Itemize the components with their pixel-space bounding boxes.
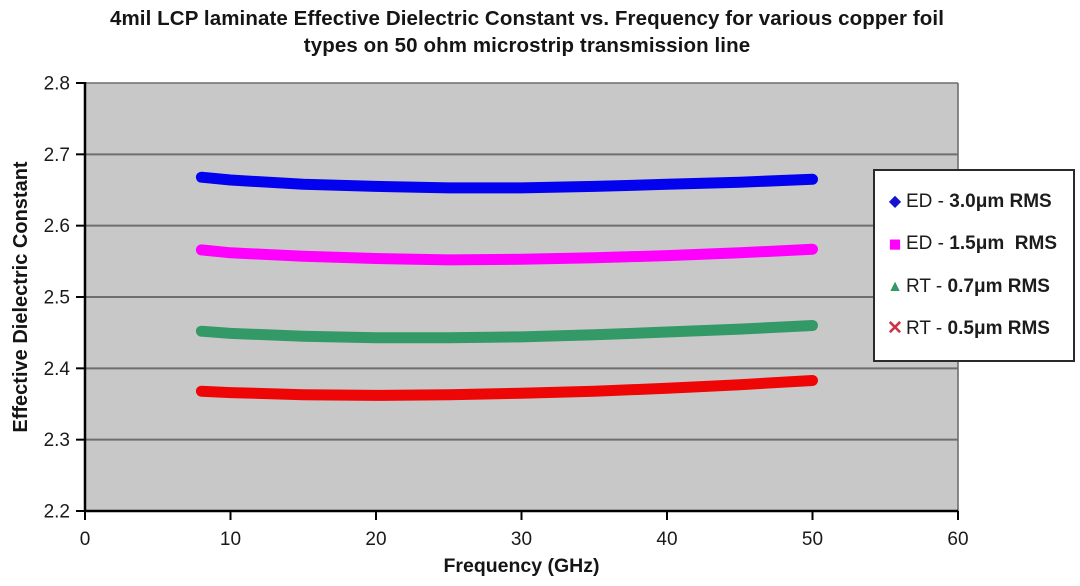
x-icon: ✕	[887, 318, 903, 340]
legend-item: ▲ RT - 0.7μm RMS	[875, 276, 1073, 298]
legend-item-label: RT - 0.5μm RMS	[906, 317, 1050, 339]
chart-title: 4mil LCP laminate Effective Dielectric C…	[0, 5, 1054, 59]
chart-title-line-1: 4mil LCP laminate Effective Dielectric C…	[109, 7, 945, 30]
x-tick-label: 20	[365, 529, 386, 550]
legend-item-label: RT - 0.7μm RMS	[906, 275, 1050, 297]
square-icon: ■	[888, 232, 902, 256]
x-tick-label: 40	[656, 529, 677, 550]
y-tick-label: 2.7	[44, 145, 70, 166]
legend: ◆ ED - 3.0μm RMS ■ ED - 1.5μm RMS ▲ RT - 0.7μ…	[873, 169, 1075, 362]
diamond-icon: ◆	[888, 193, 902, 211]
legend-item: ■ ED - 1.5μm RMS	[875, 233, 1073, 255]
y-tick-label: 2.2	[44, 502, 70, 523]
x-tick-label: 60	[947, 529, 968, 550]
x-tick-label: 10	[220, 529, 241, 550]
series-line-square	[195, 243, 818, 266]
y-tick-label: 2.3	[44, 430, 70, 451]
x-axis-title: Frequency (GHz)	[443, 555, 600, 577]
y-tick-label: 2.5	[44, 288, 70, 309]
chart-title-line-2: types on 50 ohm microstrip transmission …	[303, 34, 751, 57]
triangle-icon: ▲	[887, 277, 903, 295]
legend-item-label: ED - 3.0μm RMS	[906, 191, 1052, 213]
legend-item: ✕ RT - 0.5μm RMS	[875, 318, 1073, 340]
series-line-triangle	[195, 320, 818, 344]
x-tick-label: 30	[511, 529, 532, 550]
y-tick-label: 2.8	[44, 74, 70, 95]
x-tick-label: 0	[80, 529, 91, 550]
series-line-diamond	[195, 171, 818, 194]
y-tick-label: 2.4	[44, 359, 71, 380]
legend-item: ◆ ED - 3.0μm RMS	[875, 191, 1073, 213]
y-tick-label: 2.6	[44, 216, 70, 237]
legend-item-label: ED - 1.5μm RMS	[906, 233, 1057, 255]
x-tick-label: 50	[802, 529, 823, 550]
series-line-x	[195, 375, 818, 401]
